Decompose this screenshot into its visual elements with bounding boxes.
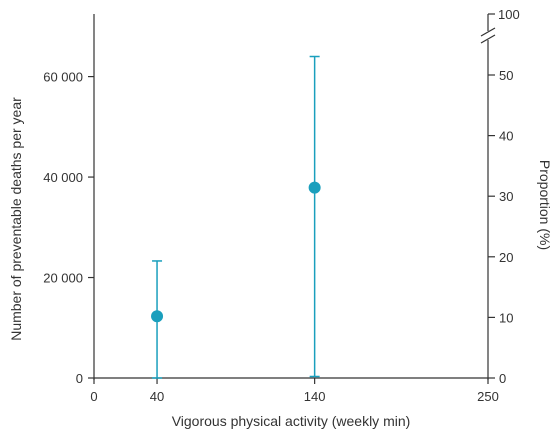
x-tick-label: 40 (150, 389, 164, 404)
axes (93, 13, 496, 380)
data-point (151, 310, 164, 323)
y2-break-label: 100 (498, 7, 520, 22)
x-tick-label: 140 (304, 389, 326, 404)
axis-break-mark-upper (480, 27, 496, 37)
y-tick-label: 0 (76, 371, 83, 386)
y-axis-title: Number of preventable deaths per year (8, 97, 24, 341)
axis-break-mark-lower (480, 34, 496, 44)
y2-tick-label: 40 (499, 129, 513, 144)
y2-tick-label: 0 (499, 371, 506, 386)
data-point (308, 181, 321, 194)
y2-tick-label: 50 (499, 68, 513, 83)
y2-tick-label: 10 (499, 310, 513, 325)
x-axis-title: Vigorous physical activity (weekly min) (172, 413, 411, 429)
data-marks (151, 55, 321, 379)
x-tick-label: 0 (90, 389, 97, 404)
y2-axis-title: Proportion (%) (537, 160, 553, 250)
y-tick-label: 40 000 (43, 170, 83, 185)
y2-tick-label: 30 (499, 189, 513, 204)
y-tick-label: 60 000 (43, 70, 83, 85)
x-tick-label: 250 (477, 389, 499, 404)
y2-tick-label: 20 (499, 250, 513, 265)
y-tick-label: 20 000 (43, 271, 83, 286)
